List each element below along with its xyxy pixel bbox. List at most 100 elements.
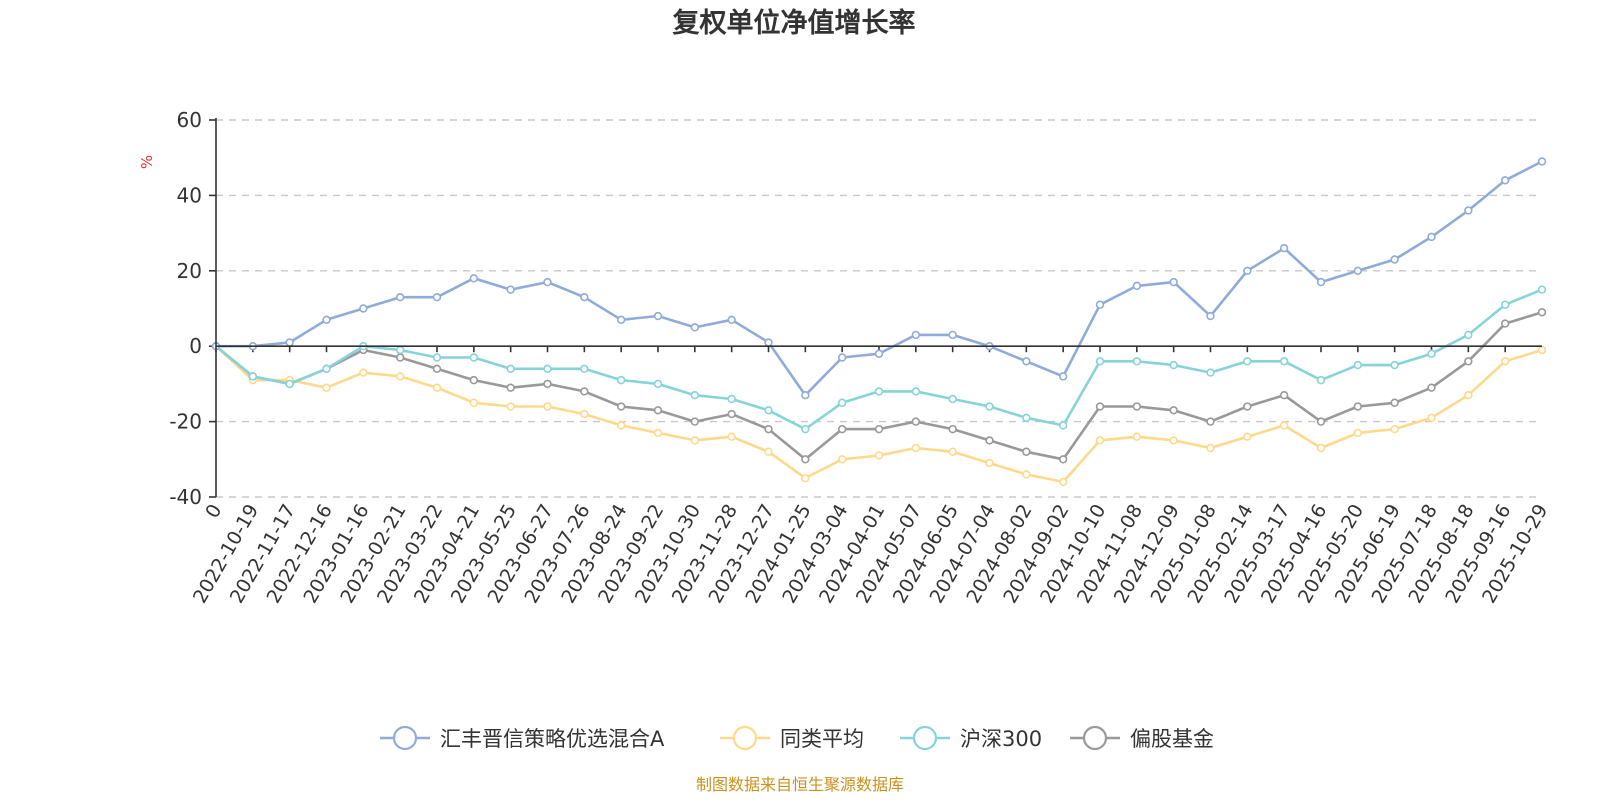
data-point[interactable] bbox=[1206, 311, 1215, 321]
legend-item[interactable]: 沪深300 bbox=[900, 725, 1042, 751]
data-point[interactable] bbox=[690, 417, 700, 426]
data-point[interactable] bbox=[1500, 176, 1510, 185]
data-point[interactable] bbox=[727, 394, 736, 404]
data-point[interactable] bbox=[1427, 232, 1436, 242]
data-point[interactable] bbox=[874, 451, 884, 460]
data-point[interactable] bbox=[1464, 391, 1473, 400]
data-point[interactable] bbox=[616, 421, 626, 430]
data-point[interactable] bbox=[1537, 345, 1547, 355]
data-point[interactable] bbox=[653, 379, 663, 389]
data-point[interactable] bbox=[1058, 477, 1068, 487]
legend-item[interactable]: 同类平均 bbox=[720, 725, 864, 751]
data-point[interactable] bbox=[395, 292, 405, 302]
data-point[interactable] bbox=[1316, 375, 1326, 385]
data-point[interactable] bbox=[1316, 443, 1326, 453]
data-point[interactable] bbox=[801, 424, 810, 434]
data-point[interactable] bbox=[1095, 357, 1105, 366]
data-point[interactable] bbox=[911, 387, 921, 396]
data-point[interactable] bbox=[1022, 447, 1031, 456]
data-point[interactable] bbox=[1353, 402, 1363, 411]
data-point[interactable] bbox=[543, 364, 552, 374]
data-point[interactable] bbox=[1022, 413, 1031, 423]
data-point[interactable] bbox=[1353, 428, 1363, 438]
data-point[interactable] bbox=[616, 375, 626, 385]
data-point[interactable] bbox=[1132, 402, 1142, 411]
data-point[interactable] bbox=[985, 402, 994, 411]
data-point[interactable] bbox=[1169, 360, 1178, 370]
data-point[interactable] bbox=[469, 274, 479, 283]
data-point[interactable] bbox=[801, 455, 810, 464]
data-point[interactable] bbox=[580, 364, 589, 374]
data-point[interactable] bbox=[1132, 357, 1142, 366]
data-point[interactable] bbox=[1464, 357, 1473, 366]
data-point[interactable] bbox=[874, 387, 884, 396]
data-point[interactable] bbox=[359, 304, 368, 313]
data-point[interactable] bbox=[1022, 470, 1031, 479]
data-point[interactable] bbox=[1537, 285, 1547, 294]
data-point[interactable] bbox=[1500, 357, 1510, 366]
data-point[interactable] bbox=[690, 436, 700, 445]
data-point[interactable] bbox=[911, 330, 921, 340]
data-point[interactable] bbox=[874, 424, 884, 434]
data-point[interactable] bbox=[1058, 421, 1068, 430]
data-point[interactable] bbox=[506, 364, 515, 374]
data-point[interactable] bbox=[764, 424, 773, 434]
data-point[interactable] bbox=[616, 402, 626, 411]
data-point[interactable] bbox=[1353, 360, 1363, 370]
data-point[interactable] bbox=[653, 311, 663, 321]
data-point[interactable] bbox=[395, 353, 405, 362]
data-point[interactable] bbox=[1427, 413, 1436, 423]
data-point[interactable] bbox=[469, 398, 479, 407]
data-point[interactable] bbox=[1206, 443, 1215, 453]
data-point[interactable] bbox=[1095, 300, 1105, 309]
data-point[interactable] bbox=[1243, 266, 1252, 275]
data-point[interactable] bbox=[1095, 436, 1105, 445]
data-point[interactable] bbox=[1243, 357, 1252, 366]
data-point[interactable] bbox=[690, 391, 700, 400]
data-point[interactable] bbox=[1537, 308, 1547, 317]
data-point[interactable] bbox=[1316, 417, 1326, 426]
data-point[interactable] bbox=[580, 292, 589, 302]
data-point[interactable] bbox=[1022, 357, 1031, 366]
data-point[interactable] bbox=[1132, 432, 1142, 441]
data-point[interactable] bbox=[948, 424, 957, 434]
data-point[interactable] bbox=[1353, 266, 1363, 275]
data-point[interactable] bbox=[616, 315, 626, 325]
data-point[interactable] bbox=[248, 372, 258, 381]
legend-item[interactable]: 偏股基金 bbox=[1070, 725, 1214, 751]
data-point[interactable] bbox=[1279, 421, 1289, 430]
data-point[interactable] bbox=[506, 285, 515, 294]
data-point[interactable] bbox=[837, 424, 847, 434]
data-point[interactable] bbox=[1279, 391, 1289, 400]
data-point[interactable] bbox=[1243, 402, 1252, 411]
data-point[interactable] bbox=[322, 383, 331, 392]
data-point[interactable] bbox=[837, 455, 847, 464]
data-point[interactable] bbox=[1169, 406, 1178, 415]
data-point[interactable] bbox=[432, 364, 442, 374]
data-point[interactable] bbox=[911, 417, 921, 426]
data-point[interactable] bbox=[874, 349, 884, 358]
data-point[interactable] bbox=[1243, 432, 1252, 441]
data-point[interactable] bbox=[432, 383, 442, 392]
data-point[interactable] bbox=[948, 330, 957, 340]
data-point[interactable] bbox=[1058, 372, 1068, 381]
data-point[interactable] bbox=[653, 406, 663, 415]
data-point[interactable] bbox=[1279, 357, 1289, 366]
data-point[interactable] bbox=[322, 364, 331, 374]
data-point[interactable] bbox=[580, 409, 589, 419]
data-point[interactable] bbox=[1500, 300, 1510, 309]
data-point[interactable] bbox=[543, 277, 552, 287]
data-point[interactable] bbox=[1058, 455, 1068, 464]
data-point[interactable] bbox=[285, 379, 294, 389]
data-point[interactable] bbox=[543, 379, 552, 389]
data-point[interactable] bbox=[948, 447, 957, 456]
data-point[interactable] bbox=[580, 387, 589, 396]
legend-item[interactable]: 汇丰晋信策略优选混合A bbox=[380, 725, 665, 751]
data-point[interactable] bbox=[801, 473, 810, 483]
data-point[interactable] bbox=[948, 394, 957, 404]
data-point[interactable] bbox=[1206, 417, 1215, 426]
data-point[interactable] bbox=[395, 345, 405, 355]
data-point[interactable] bbox=[1206, 368, 1215, 377]
data-point[interactable] bbox=[911, 443, 921, 453]
data-point[interactable] bbox=[985, 436, 994, 445]
